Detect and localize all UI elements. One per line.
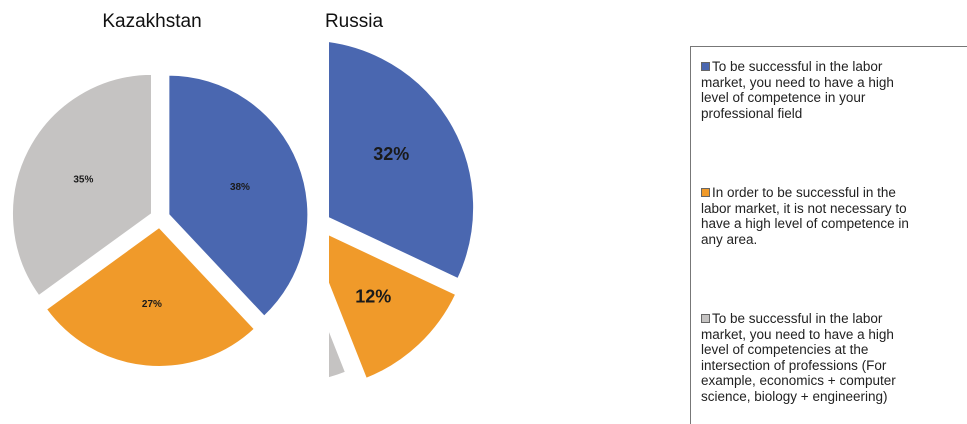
pie-slice-not-necessary [329, 233, 458, 381]
kazakhstan-title: Kazakhstan [102, 11, 201, 32]
legend-item-intersection: To be successful in the labor market, yo… [701, 311, 963, 404]
legend: To be successful in the labor market, yo… [690, 46, 967, 424]
slice-label-intersection: 35% [73, 174, 93, 185]
legend-label: To be successful in the labor market, yo… [701, 59, 894, 121]
pie-slice-intersection [329, 326, 348, 380]
legend-item-not-necessary: In order to be successful in the labor m… [701, 185, 963, 247]
pie-slice-intersection [10, 72, 153, 298]
legend-swatch-blue [701, 62, 710, 71]
pie-slice-professional-field [329, 40, 476, 281]
slice-label-not-necessary: 27% [142, 299, 162, 310]
pie-slice-professional-field [167, 73, 310, 319]
russia-title: Russia [325, 11, 384, 32]
legend-swatch-orange [701, 188, 710, 197]
slice-label-professional-field: 32% [373, 144, 409, 164]
legend-label: To be successful in the labor market, yo… [701, 311, 896, 404]
slice-label-professional-field: 38% [230, 182, 250, 193]
legend-item-professional-field: To be successful in the labor market, yo… [701, 59, 963, 121]
slice-label-not-necessary: 12% [355, 287, 391, 307]
russia-pie: 32% 12% [329, 40, 476, 381]
legend-swatch-gray [701, 314, 710, 323]
kazakhstan-pie: 38% 27% 35% [10, 72, 310, 368]
pie-slice-not-necessary [44, 225, 257, 368]
legend-label: In order to be successful in the labor m… [701, 185, 909, 247]
